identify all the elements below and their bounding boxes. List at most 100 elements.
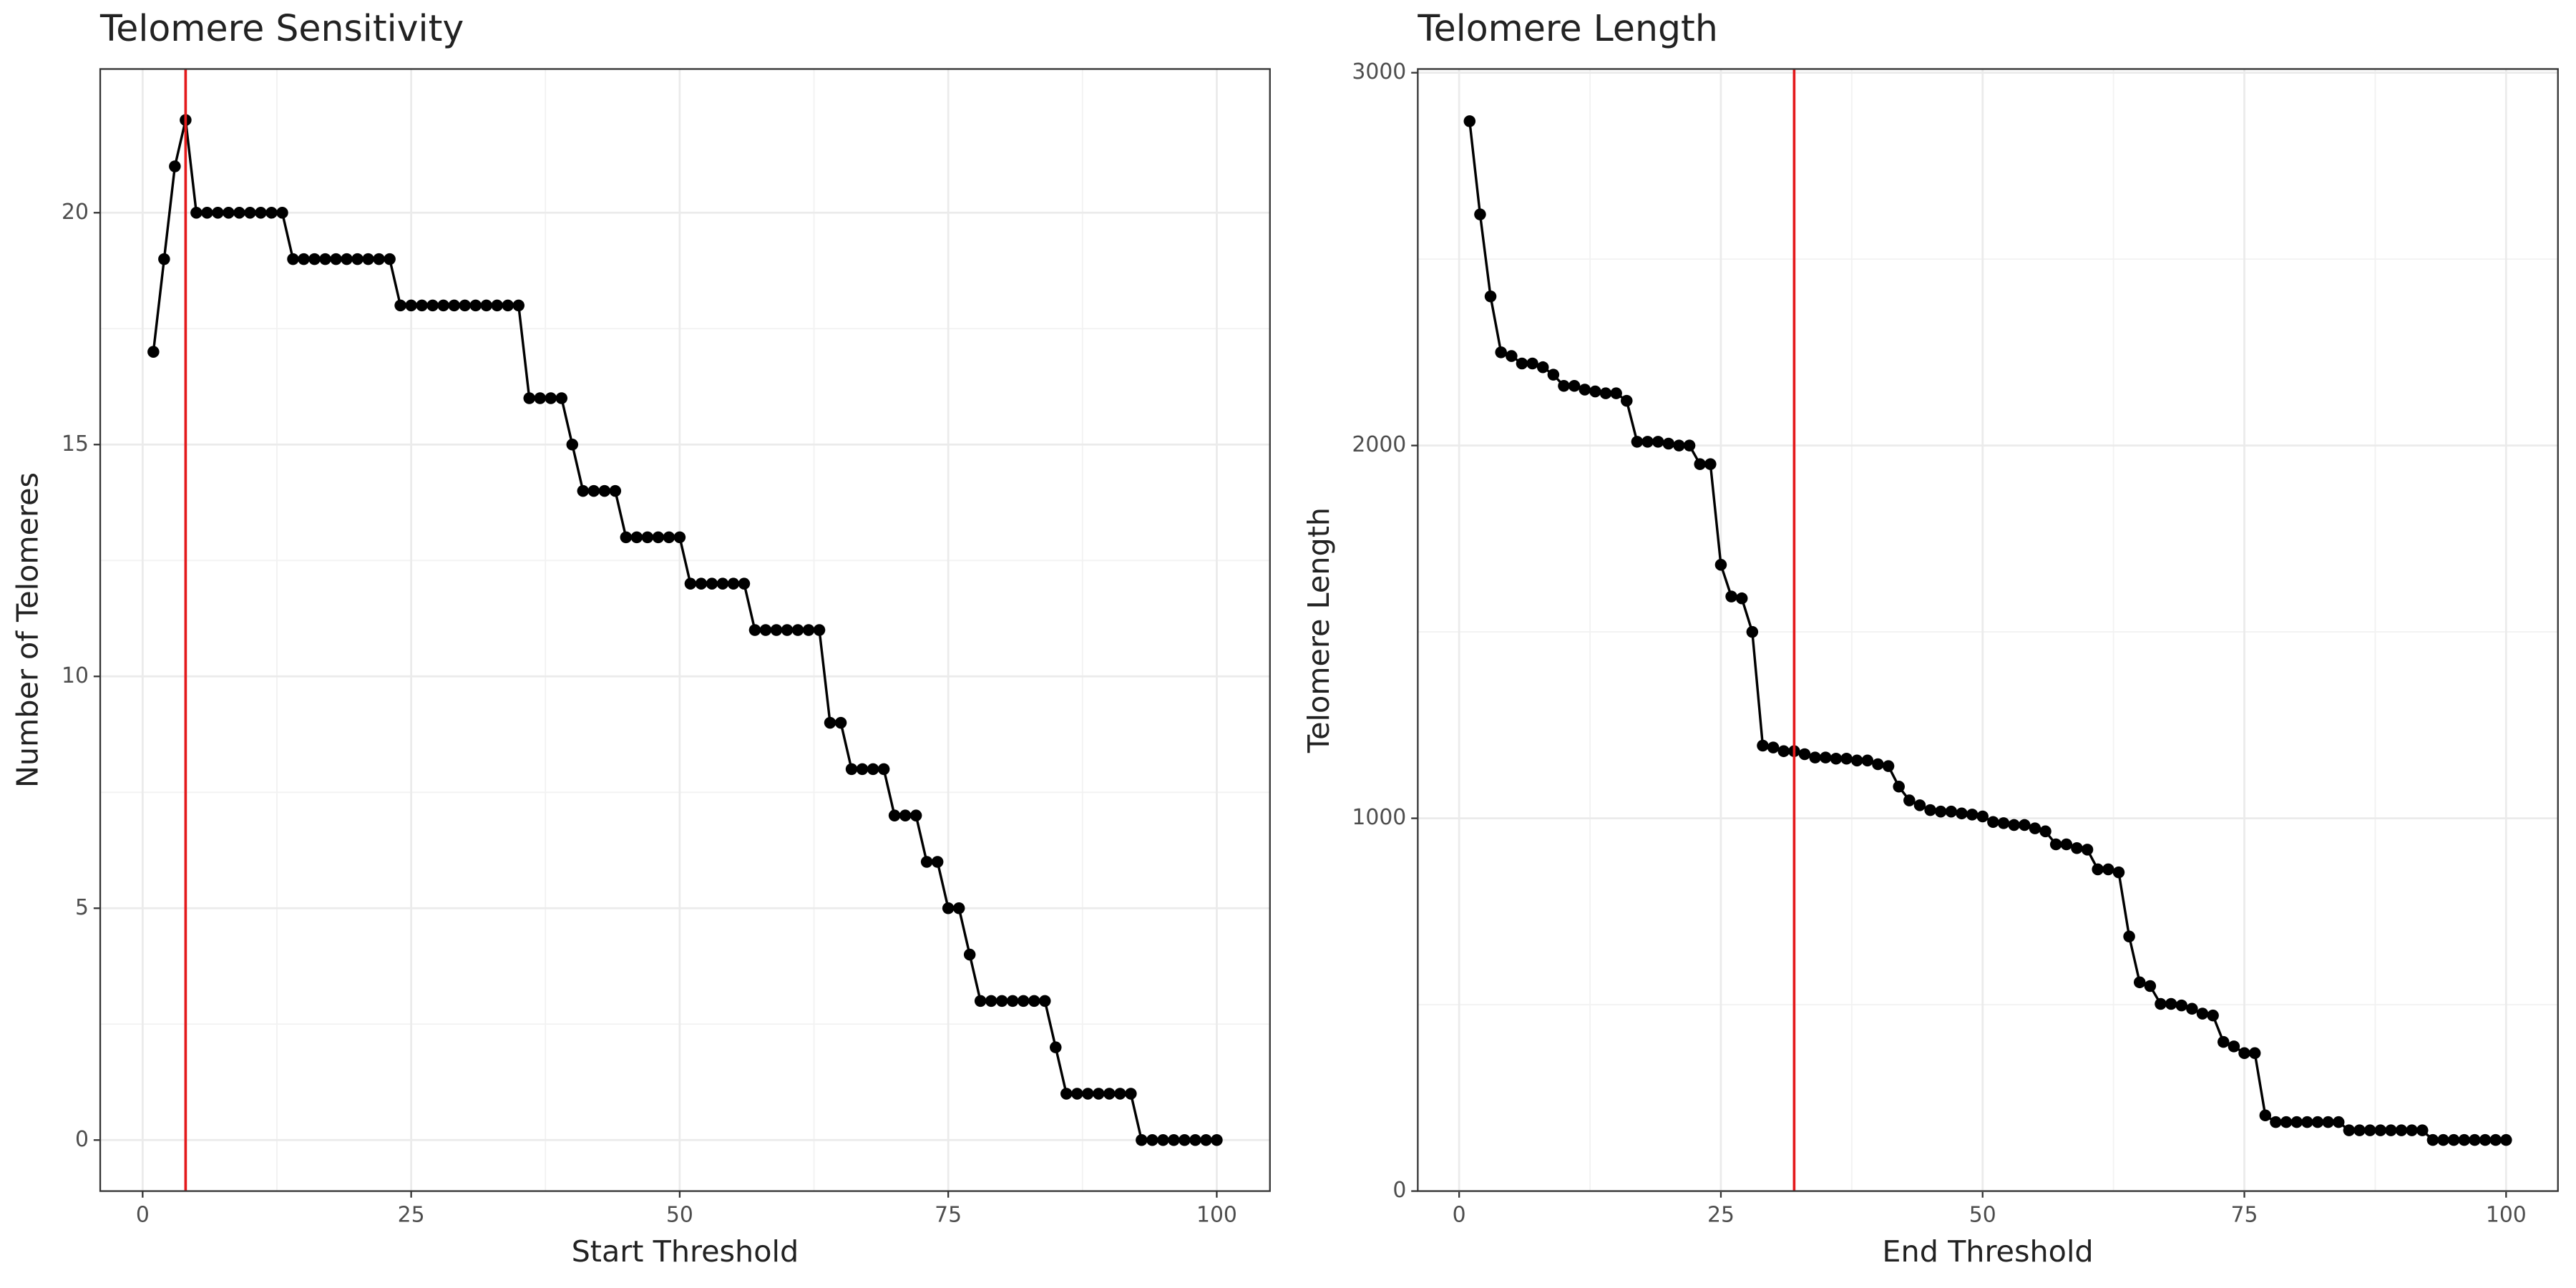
point bbox=[1060, 1088, 1073, 1100]
point bbox=[351, 253, 364, 265]
point bbox=[308, 253, 321, 265]
y-axis-title: Number of Telomeres bbox=[10, 472, 44, 788]
point bbox=[2500, 1133, 2512, 1146]
point bbox=[2196, 1008, 2209, 1020]
point bbox=[2332, 1116, 2345, 1128]
point bbox=[416, 299, 428, 312]
x-tick-label: 50 bbox=[1969, 1202, 1996, 1227]
point bbox=[330, 253, 342, 265]
point bbox=[1516, 357, 1528, 370]
point bbox=[899, 809, 912, 821]
point bbox=[147, 346, 160, 358]
point bbox=[673, 531, 686, 544]
point bbox=[2395, 1124, 2408, 1136]
point bbox=[437, 299, 449, 312]
point bbox=[1474, 208, 1486, 220]
panel-bg bbox=[1418, 69, 2558, 1191]
x-tick-label: 0 bbox=[1453, 1202, 1466, 1227]
point bbox=[2049, 838, 2062, 851]
point bbox=[995, 995, 1008, 1008]
point bbox=[1463, 115, 1476, 127]
point bbox=[319, 253, 331, 265]
point bbox=[1050, 1041, 1062, 1053]
point bbox=[1536, 361, 1549, 374]
point bbox=[1103, 1088, 1116, 1100]
point bbox=[2071, 841, 2083, 854]
point bbox=[2479, 1133, 2492, 1146]
point bbox=[1558, 379, 1570, 392]
point bbox=[1200, 1133, 1212, 1146]
point bbox=[1082, 1088, 1094, 1100]
x-tick-label: 0 bbox=[136, 1202, 150, 1227]
point bbox=[1820, 751, 1832, 763]
point bbox=[1714, 559, 1727, 571]
point bbox=[652, 531, 665, 544]
point bbox=[1872, 758, 1884, 771]
point bbox=[2186, 1002, 2198, 1015]
point bbox=[1662, 437, 1675, 450]
point bbox=[1157, 1133, 1169, 1146]
point bbox=[2311, 1116, 2324, 1128]
point bbox=[2175, 999, 2188, 1012]
point bbox=[2248, 1047, 2261, 1060]
point bbox=[1934, 805, 1947, 818]
point bbox=[791, 624, 804, 636]
point bbox=[598, 484, 611, 497]
point bbox=[1976, 810, 1989, 823]
point bbox=[2144, 980, 2157, 992]
point bbox=[2238, 1047, 2250, 1060]
point bbox=[759, 624, 772, 636]
y-tick-label: 15 bbox=[62, 431, 89, 457]
point bbox=[298, 253, 310, 265]
point bbox=[1861, 754, 1874, 767]
point bbox=[2290, 1116, 2303, 1128]
point bbox=[169, 160, 181, 172]
point bbox=[2112, 866, 2125, 879]
point bbox=[469, 299, 482, 312]
point bbox=[587, 484, 600, 497]
panel-border bbox=[1417, 68, 2559, 1192]
point bbox=[1568, 379, 1581, 392]
point bbox=[1547, 369, 1560, 381]
point bbox=[1777, 745, 1790, 758]
point bbox=[1882, 760, 1895, 772]
point bbox=[641, 531, 654, 544]
point bbox=[706, 577, 718, 590]
chart-title: Telomere Sensitivity bbox=[99, 7, 464, 49]
point bbox=[2207, 1009, 2219, 1022]
point bbox=[1830, 752, 1843, 765]
point bbox=[1599, 387, 1612, 399]
point bbox=[2416, 1124, 2429, 1136]
y-axis-title: Telomere Length bbox=[1302, 507, 1336, 753]
point bbox=[845, 763, 858, 776]
y-tick-label: 5 bbox=[75, 895, 89, 920]
point bbox=[1704, 458, 1717, 470]
point bbox=[448, 299, 460, 312]
point bbox=[362, 253, 374, 265]
point bbox=[1767, 741, 1780, 753]
point bbox=[716, 577, 729, 590]
x-axis-title: Start Threshold bbox=[572, 1234, 799, 1269]
point bbox=[942, 902, 955, 914]
point bbox=[695, 577, 708, 590]
point bbox=[1114, 1088, 1126, 1100]
point bbox=[545, 392, 557, 404]
point bbox=[1945, 805, 1958, 818]
point bbox=[2353, 1124, 2366, 1136]
point bbox=[1071, 1088, 1083, 1100]
point bbox=[867, 763, 879, 776]
point bbox=[2019, 819, 2031, 831]
point bbox=[233, 207, 245, 219]
y-tick-label: 3000 bbox=[1352, 59, 1406, 84]
point bbox=[2363, 1124, 2376, 1136]
point bbox=[1850, 754, 1863, 767]
point bbox=[1125, 1088, 1137, 1100]
y-tick-label: 20 bbox=[62, 200, 89, 225]
point bbox=[255, 207, 267, 219]
point bbox=[1798, 748, 1811, 761]
point bbox=[502, 299, 514, 312]
point bbox=[1746, 625, 1759, 638]
point bbox=[770, 624, 783, 636]
point bbox=[158, 253, 170, 265]
